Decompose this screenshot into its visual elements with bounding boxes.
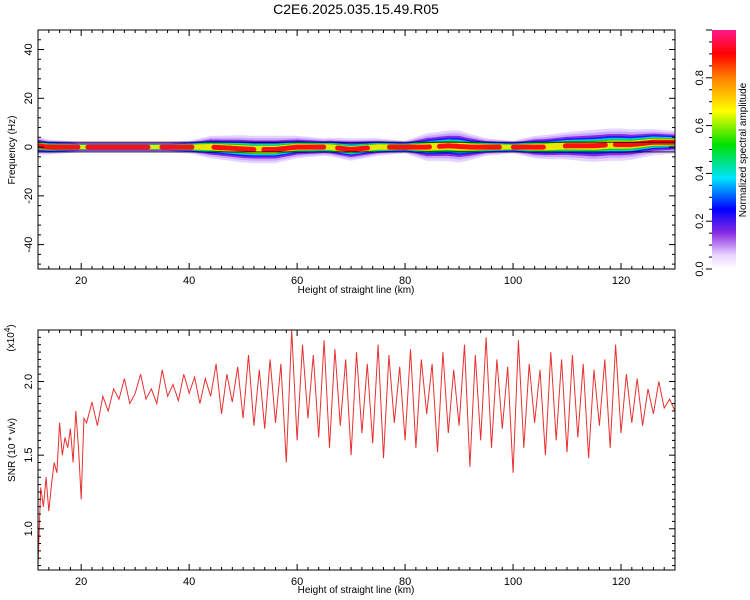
snr-scale-text: (x10 [6,332,17,352]
snr-scale-exponent: 4 [3,327,12,332]
x-tick-label: 80 [399,576,411,588]
x-tick-label: 80 [399,275,411,287]
snr-panel: 20 40 60 80 100 120 1.0 1.5 2.0 Height of strai… [3,324,676,596]
snr-x-label: Height of straight line (km) [298,585,415,596]
x-tick-label: 100 [504,275,522,287]
x-tick-label: 60 [291,275,303,287]
spectrogram-y-label: Frequency (Hz) [7,116,18,185]
colorbar-ticks: 0.0 0.2 0.4 0.6 0.8 [694,29,712,277]
y-tick-label: 20 [23,92,35,104]
colorbar-tick-label: 0.6 [694,118,706,133]
band-layer [38,138,675,154]
spectrogram-x-ticks: 20 40 60 80 100 120 [48,30,676,287]
x-tick-label: 40 [183,576,195,588]
snr-y-label: SNR (10 * v/v) [7,418,18,482]
y-tick-label: 2.0 [23,374,35,389]
snr-frame [37,329,676,571]
y-tick-label: 1.0 [23,521,35,536]
snr-scale-label: (x104) [3,324,17,351]
snr-x-ticks: 20 40 60 80 100 120 [48,330,676,588]
x-tick-label: 120 [612,576,630,588]
figure-title: C2E6.2025.035.15.49.R05 [273,1,439,17]
spectrogram-y-ticks: -40 -20 0 20 40 [23,29,675,265]
band-core [38,139,675,153]
snr-y-ticks: 1.0 1.5 2.0 [23,329,675,567]
colorbar-tick-label: 0.8 [694,70,706,85]
x-tick-label: 100 [504,576,522,588]
colorbar-label: Normalized spectral amplitude [738,82,749,217]
x-tick-label: 120 [612,275,630,287]
colorbar-tick-label: 0.0 [694,261,706,276]
spectrogram-x-label: Height of straight line (km) [298,285,415,296]
y-tick-label: 0 [23,144,35,150]
colorbar: 0.0 0.2 0.4 0.6 0.8 Normalized spectral ampl… [694,29,749,277]
spectrogram-frame [37,29,676,270]
colorbar-tick-label: 0.4 [694,166,706,181]
x-tick-label: 20 [75,576,87,588]
y-tick-label: 40 [23,43,35,55]
x-tick-label: 40 [183,275,195,287]
svg-text:(x104): (x104) [3,324,17,351]
colorbar-gradient [712,30,736,269]
spectrogram-panel: 20 40 60 80 100 120 -40 -20 0 20 40 Height of str… [7,29,676,296]
y-tick-label: -20 [23,188,35,204]
colorbar-tick-label: 0.2 [694,214,706,229]
y-tick-label: 1.5 [23,448,35,463]
x-tick-label: 20 [75,275,87,287]
y-tick-label: -40 [23,237,35,253]
snr-series-line [38,330,675,566]
x-tick-label: 60 [291,576,303,588]
spectral-band [38,128,675,164]
